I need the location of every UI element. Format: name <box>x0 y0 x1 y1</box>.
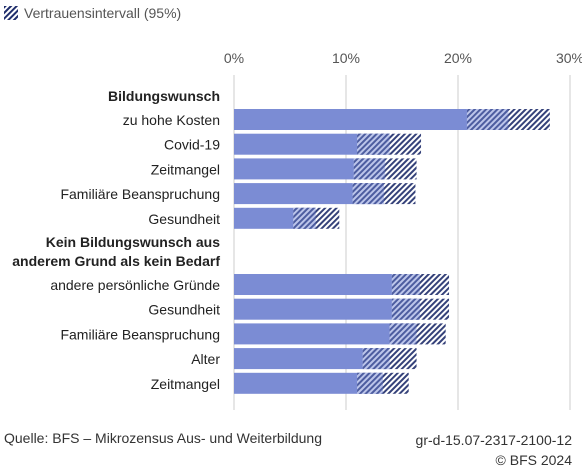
ci-lower-tint <box>357 133 390 155</box>
bar <box>234 323 390 345</box>
ci-lower-tint <box>391 274 420 295</box>
group-heading: anderem Grund als kein Bedarf <box>12 253 220 269</box>
category-label: Familiäre Beanspruchung <box>60 186 220 202</box>
footer-meta: gr-d-15.07-2317-2100-12 © BFS 2024 <box>416 430 572 470</box>
bar-chart: 0% 10% 20% 30% Bildungswunsch zu hohe Kosten C… <box>12 50 582 410</box>
copyright: © BFS 2024 <box>495 452 572 468</box>
confidence-interval <box>389 323 446 345</box>
confidence-interval <box>362 348 417 370</box>
bar <box>234 207 294 229</box>
category-label: Gesundheit <box>148 302 220 318</box>
confidence-interval <box>391 274 450 295</box>
ci-lower-tint <box>389 323 417 345</box>
bar <box>234 348 363 370</box>
bar <box>234 158 354 180</box>
category-label: Zeitmangel <box>151 161 220 177</box>
ci-lower-tint <box>391 298 420 320</box>
bar <box>234 109 467 130</box>
ci-lower-tint <box>352 183 385 205</box>
category-label: Zeitmangel <box>151 376 220 392</box>
group-heading: Kein Bildungswunsch aus <box>46 234 220 250</box>
category-label: andere persönliche Gründe <box>50 277 220 293</box>
chart-code: gr-d-15.07-2317-2100-12 <box>415 432 572 448</box>
bar <box>234 133 358 155</box>
category-label: Alter <box>191 351 220 367</box>
ci-lower-tint <box>466 109 509 130</box>
ci-lower-tint <box>293 207 316 229</box>
legend: Vertrauensintervall (95%) <box>4 2 181 24</box>
confidence-interval <box>466 109 550 130</box>
bar <box>234 274 392 295</box>
bar <box>234 298 392 320</box>
confidence-interval <box>353 158 417 180</box>
confidence-interval <box>357 133 422 155</box>
x-tick-label: 20% <box>444 50 472 66</box>
legend-hatch-swatch <box>4 6 18 20</box>
confidence-interval <box>357 372 409 394</box>
ci-lower-tint <box>362 348 390 370</box>
x-tick-label: 30% <box>556 50 582 66</box>
bar <box>234 372 358 394</box>
category-label: Covid-19 <box>164 137 220 153</box>
legend-label: Vertrauensintervall (95%) <box>24 5 182 21</box>
x-tick-label: 0% <box>224 50 244 66</box>
confidence-interval <box>293 207 340 229</box>
source-note: Quelle: BFS – Mikrozensus Aus- und Weite… <box>4 430 323 446</box>
category-label: Familiäre Beanspruchung <box>60 326 220 342</box>
category-label: Gesundheit <box>148 211 220 227</box>
bar <box>234 183 353 205</box>
confidence-interval <box>352 183 416 205</box>
ci-lower-tint <box>353 158 386 180</box>
x-tick-label: 10% <box>332 50 360 66</box>
ci-lower-tint <box>357 372 383 394</box>
confidence-interval <box>391 298 450 320</box>
category-label: zu hohe Kosten <box>123 112 220 128</box>
group-heading: Bildungswunsch <box>108 88 220 104</box>
